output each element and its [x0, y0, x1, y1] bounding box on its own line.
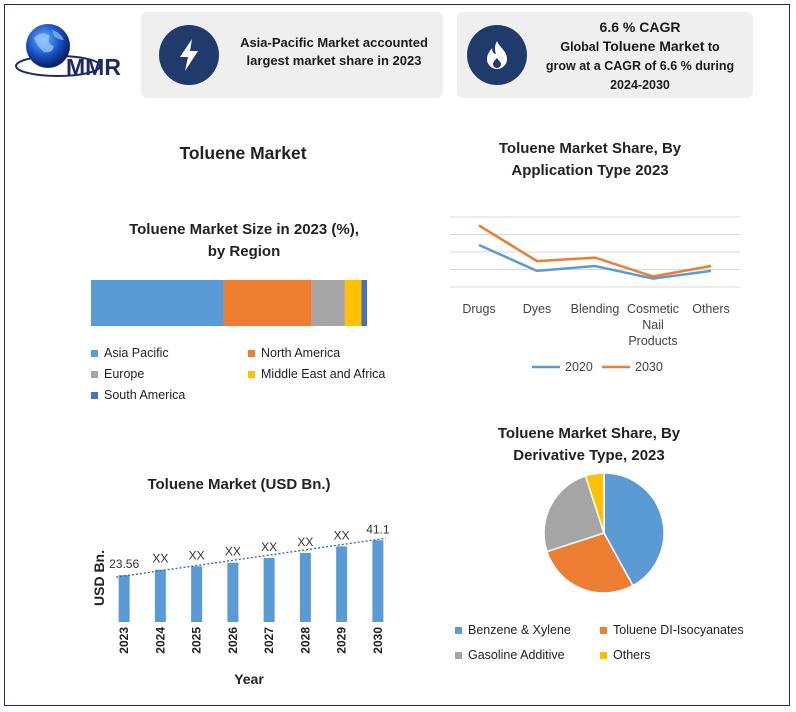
legend-swatch	[248, 370, 255, 378]
x-tick-label: Nail	[642, 318, 664, 332]
x-tick-label: 2029	[335, 627, 349, 654]
legend-label: South America	[104, 388, 186, 402]
market-value-chart-title: Toluene Market (USD Bn.)	[147, 476, 331, 493]
legend-label: Benzene & Xylene	[468, 623, 571, 637]
legend-item-asia-pacific: Asia Pacific	[91, 346, 169, 360]
legend-label: Gasoline Additive	[468, 648, 565, 662]
series-line-2020	[478, 243, 712, 280]
derivative-pie-chart	[543, 472, 665, 594]
legend-item-middle-east-and-africa: Middle East and Africa	[248, 367, 385, 381]
bar-2030	[372, 540, 384, 622]
region-chart-title: Toluene Market Size in 2023 (%), by Regi…	[129, 221, 359, 260]
derivative-legend: Benzene & Xylene Toluene DI-Isocyanates Ga…	[455, 623, 765, 673]
market-value-bar-chart: 23.56 2023 XX 2024 XX 2025 XX 2026 XX 2027 XX 2028 X…	[91, 522, 390, 687]
pie-slice-toluene-di-isocyanates	[545, 532, 634, 594]
bar-2023	[118, 575, 130, 622]
mmr-logo: MMR	[15, 24, 121, 80]
lightning-icon	[159, 25, 219, 85]
legend-item-north-america: North America	[248, 346, 340, 360]
cagr-text: 6.6 % CAGR Global Toluene Market to grow…	[545, 19, 735, 92]
data-label: XX	[261, 540, 277, 554]
x-tick-label: 2026	[226, 627, 240, 654]
x-tick-label: 2025	[190, 627, 204, 654]
region-bar-segment-europe	[311, 280, 345, 326]
legend-label: 2030	[635, 360, 663, 374]
region-bar-segment-asia-pacific	[91, 280, 224, 326]
x-tick-label: Dyes	[523, 302, 551, 316]
x-axis-label: Year	[234, 671, 264, 687]
bar-2027	[263, 557, 275, 622]
trendline	[116, 537, 386, 578]
x-tick-label: 2024	[153, 627, 167, 654]
x-tick-label: Drugs	[462, 302, 495, 316]
legend-swatch	[600, 651, 607, 659]
x-tick-label: 2023	[117, 627, 131, 654]
x-tick-label: 2027	[262, 627, 276, 654]
legend-swatch	[248, 349, 255, 357]
application-line-chart: Drugs Dyes Blending Cosmetic Nail Products Oth…	[450, 216, 740, 374]
data-label: XX	[189, 548, 205, 562]
region-bar-segment-north-america	[223, 280, 312, 326]
legend-swatch	[91, 349, 98, 357]
application-chart-title: Toluene Market Share, By Application Typ…	[498, 140, 682, 179]
bar-2025	[191, 566, 203, 622]
region-bar-segment-south-america	[361, 280, 367, 326]
legend-swatch	[600, 626, 607, 634]
legend-item-south-america: South America	[91, 388, 185, 402]
region-legend: Asia Pacific North America Europe Middle Ea…	[91, 346, 401, 406]
data-label: XX	[152, 552, 168, 566]
highlight-text: Asia-Pacific Market accounted largest ma…	[240, 35, 428, 68]
bar-2029	[336, 546, 348, 622]
bar-2024	[154, 569, 166, 622]
x-tick-label: 2028	[298, 627, 312, 654]
region-bar-segment-middle-east-and-africa	[344, 280, 362, 326]
data-label: 23.56	[109, 557, 139, 571]
x-tick-label: 2030	[371, 627, 385, 654]
legend-label: 2020	[565, 360, 593, 374]
data-label: XX	[225, 545, 241, 559]
x-tick-label: Blending	[571, 302, 620, 316]
flame-icon	[467, 25, 527, 85]
pie-slice-others	[584, 472, 605, 534]
legend-label: North America	[261, 346, 341, 360]
series-line-2030	[478, 224, 712, 278]
legend-item-toluene-di-isocyanates: Toluene DI-Isocyanates	[600, 623, 744, 637]
data-label: 41.1	[366, 522, 390, 536]
asia-pacific-highlight-card: Asia-Pacific Market accounted largest ma…	[141, 12, 443, 98]
data-label: XX	[334, 528, 350, 542]
legend-item-others: Others	[600, 648, 651, 662]
derivative-chart-title: Toluene Market Share, By Derivative Type…	[497, 425, 681, 464]
pie-slice-benzene-xylene	[603, 472, 665, 587]
pie-slice-gasoline-additive	[543, 474, 605, 553]
region-stacked-bar	[91, 280, 367, 326]
legend-item-gasoline-additive: Gasoline Additive	[455, 648, 565, 662]
legend-item-europe: Europe	[91, 367, 144, 381]
legend-label: Toluene DI-Isocyanates	[613, 623, 744, 637]
page-title: Toluene Market	[179, 143, 307, 163]
legend-swatch	[455, 626, 462, 634]
legend-item-benzene-xylene: Benzene & Xylene	[455, 623, 571, 637]
legend-label: Others	[613, 648, 651, 662]
y-axis-label: USD Bn.	[91, 550, 107, 606]
x-tick-label: Cosmetic	[627, 302, 679, 316]
legend-label: Europe	[104, 367, 145, 381]
cagr-highlight-card: 6.6 % CAGR Global Toluene Market to grow…	[457, 12, 753, 98]
legend-swatch	[455, 651, 462, 659]
bar-2028	[299, 552, 311, 622]
legend-swatch	[91, 370, 98, 378]
bar-2026	[227, 562, 239, 622]
legend-label: Middle East and Africa	[261, 367, 386, 381]
infographic-frame	[4, 4, 790, 706]
legend-label: Asia Pacific	[104, 346, 169, 360]
x-tick-label: Others	[692, 302, 730, 316]
logo-text: MMR	[66, 54, 121, 80]
data-label: XX	[297, 535, 313, 549]
x-tick-label: Products	[628, 334, 677, 348]
legend-swatch	[91, 391, 98, 399]
